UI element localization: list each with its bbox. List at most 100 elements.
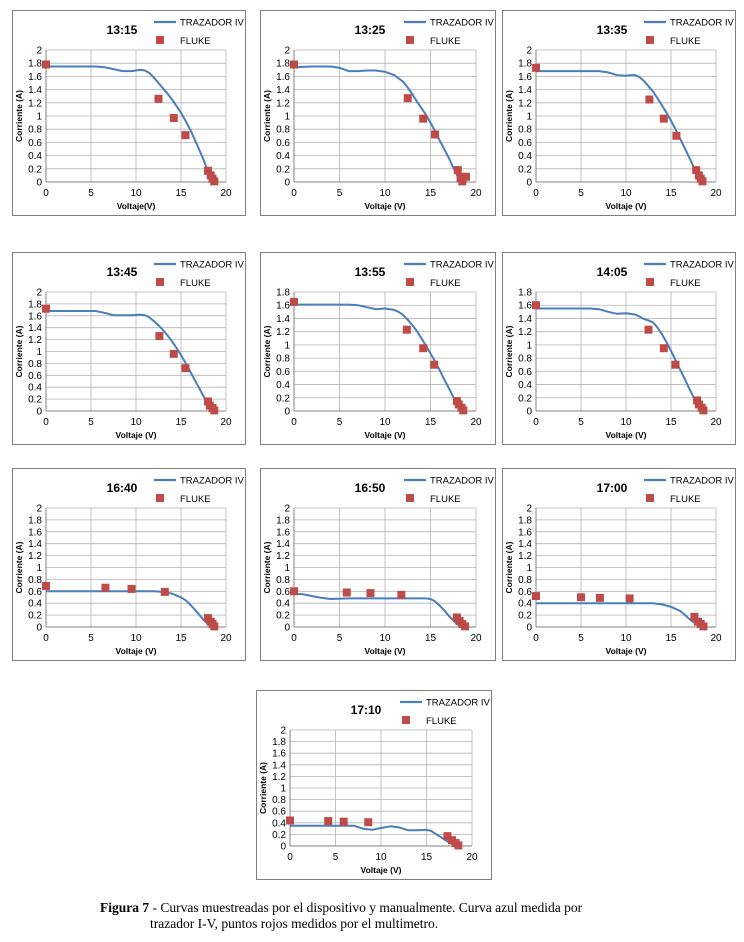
fluke-point — [461, 172, 470, 181]
x-tick-label: 10 — [620, 188, 632, 199]
y-axis-label: Corriente (A) — [504, 541, 514, 593]
fluke-point — [402, 325, 411, 334]
fluke-point — [154, 94, 163, 103]
chart-grid: 0 0.2 0.4 0.6 0.8 1 1.2 1.4 1.6 1.8 2 0 5 10 15 20 Volta… — [12, 10, 736, 880]
x-tick-label: 10 — [379, 188, 391, 199]
y-axis-label: Corriente (A) — [14, 325, 24, 377]
legend-points-swatch — [156, 278, 164, 286]
y-tick-label: 0.2 — [518, 611, 532, 622]
legend-points-label: FLUKE — [670, 36, 701, 47]
x-tick-label: 15 — [175, 188, 187, 199]
caption-line-2: trazador I-V, puntos rojos medidos por e… — [150, 916, 439, 931]
y-axis-label: Corriente (A) — [262, 90, 272, 142]
y-tick-label: 1.4 — [276, 85, 290, 96]
chart-title: 17:00 — [597, 481, 628, 495]
chart-panel: 0 0.2 0.4 0.6 0.8 1 1.2 1.4 1.6 1.8 2 0 5 10 15 20 Volta… — [256, 690, 492, 880]
y-tick-label: 0.6 — [518, 367, 532, 378]
x-tick-label: 15 — [421, 852, 433, 863]
fluke-point — [577, 593, 585, 602]
x-tick-label: 15 — [665, 417, 677, 428]
iv-curve-line — [46, 310, 212, 411]
legend-points-swatch — [646, 36, 654, 44]
chart-svg: 00.20.40.60.811.21.41.61.820 5 10 15 20Volta… — [502, 468, 736, 661]
y-tick-label: 0.6 — [276, 587, 290, 598]
x-tick-label: 5 — [88, 188, 94, 199]
y-tick-label: 1.8 — [518, 515, 532, 526]
iv-curve-line — [536, 70, 702, 182]
fluke-point — [42, 304, 50, 313]
fluke-point — [672, 131, 681, 140]
y-tick-label: 0 — [526, 623, 532, 634]
fluke-point — [659, 114, 668, 123]
y-tick-label: 1 — [284, 563, 290, 574]
y-tick-label: 0.4 — [272, 818, 286, 829]
x-tick-label: 20 — [470, 188, 482, 199]
x-tick-label: 0 — [291, 417, 297, 428]
y-tick-label: 2 — [36, 46, 42, 57]
y-tick-label: 0 — [284, 623, 290, 634]
legend-line-label: TRAZADOR IV — [426, 698, 491, 709]
fluke-point — [431, 130, 440, 139]
y-tick-label: 2 — [280, 726, 286, 737]
fluke-point — [532, 301, 540, 310]
fluke-point — [532, 592, 540, 601]
x-tick-label: 20 — [220, 633, 232, 644]
fluke-point — [403, 94, 412, 103]
chart-title: 13:25 — [355, 23, 386, 37]
fluke-point — [324, 817, 333, 826]
y-tick-label: 0.8 — [518, 575, 532, 586]
y-tick-label: 1.8 — [518, 59, 532, 70]
fluke-point — [690, 612, 699, 621]
y-tick-label: 1.6 — [518, 301, 532, 312]
y-tick-label: 0.6 — [28, 138, 42, 149]
chart-border — [502, 10, 736, 216]
x-tick-label: 0 — [533, 188, 539, 199]
x-tick-label: 10 — [620, 633, 632, 644]
y-tick-label: 1.4 — [518, 314, 532, 325]
x-tick-label: 15 — [425, 188, 437, 199]
legend-line-label: TRAZADOR IV — [430, 260, 495, 271]
fluke-point — [204, 397, 212, 406]
y-tick-label: 0.6 — [518, 138, 532, 149]
chart-title: 16:50 — [355, 481, 386, 495]
fluke-point — [210, 622, 219, 631]
chart-border — [12, 468, 246, 661]
chart-svg: 00.20.40.60.811.21.41.61.820 5 10 15 20Volta… — [502, 10, 736, 216]
y-tick-label: 2 — [36, 288, 42, 299]
x-tick-label: 15 — [425, 633, 437, 644]
fluke-point — [645, 95, 654, 104]
x-tick-label: 0 — [291, 188, 297, 199]
y-tick-label: 1.2 — [276, 551, 290, 562]
y-axis-label: Corriente (A) — [504, 90, 514, 142]
y-axis-label: Corriente (A) — [504, 325, 514, 377]
x-axis-label: Voltaje(V) — [117, 201, 156, 211]
legend-points-label: FLUKE — [670, 278, 701, 289]
y-tick-label: 0.6 — [28, 587, 42, 598]
iv-curve-line — [536, 602, 702, 628]
y-tick-label: 1.8 — [28, 59, 42, 70]
y-tick-label: 1.2 — [518, 327, 532, 338]
y-tick-label: 1 — [284, 112, 290, 123]
y-tick-label: 1.2 — [276, 98, 290, 109]
fluke-point — [458, 177, 467, 186]
legend-points-label: FLUKE — [180, 36, 211, 47]
legend-points-swatch — [646, 494, 654, 502]
fluke-point — [419, 344, 428, 353]
x-tick-label: 0 — [291, 633, 297, 644]
y-tick-label: 0 — [280, 842, 286, 853]
y-tick-label: 0.8 — [276, 125, 290, 136]
fluke-point — [443, 832, 452, 841]
x-tick-label: 10 — [130, 188, 142, 199]
chart-title: 13:35 — [597, 23, 628, 37]
y-tick-label: 1.8 — [276, 59, 290, 70]
y-tick-label: 1.4 — [276, 539, 290, 550]
y-tick-label: 1.6 — [28, 72, 42, 83]
y-tick-label: 1.8 — [28, 515, 42, 526]
x-tick-label: 20 — [710, 633, 722, 644]
fluke-point — [453, 166, 462, 175]
x-tick-label: 20 — [710, 188, 722, 199]
fluke-point — [169, 113, 178, 122]
x-tick-label: 20 — [470, 633, 482, 644]
y-tick-label: 0.6 — [276, 138, 290, 149]
y-tick-label: 1.2 — [272, 772, 286, 783]
